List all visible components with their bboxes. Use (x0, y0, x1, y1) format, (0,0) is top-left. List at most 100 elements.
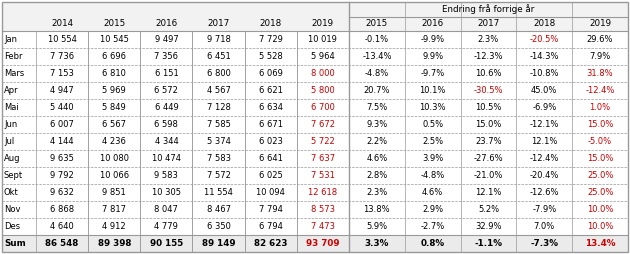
Text: -9.7%: -9.7% (421, 69, 445, 78)
Text: 6 567: 6 567 (102, 120, 126, 129)
Text: 9.9%: 9.9% (422, 52, 444, 61)
Text: Nov: Nov (4, 205, 21, 214)
Text: 2.2%: 2.2% (366, 137, 387, 146)
Text: 2.8%: 2.8% (366, 171, 387, 180)
Text: 3.9%: 3.9% (422, 154, 444, 163)
Text: 6 350: 6 350 (207, 222, 231, 231)
Text: 2017: 2017 (207, 19, 230, 28)
Text: -1.1%: -1.1% (474, 239, 503, 248)
Text: 5 964: 5 964 (311, 52, 335, 61)
Text: 82 623: 82 623 (254, 239, 287, 248)
Text: 7 585: 7 585 (207, 120, 231, 129)
Text: 5 440: 5 440 (50, 103, 74, 112)
Text: Okt: Okt (4, 188, 19, 197)
Text: -9.9%: -9.9% (421, 35, 445, 44)
Text: 3.3%: 3.3% (365, 239, 389, 248)
Text: 2019: 2019 (589, 19, 611, 28)
Text: 2.9%: 2.9% (422, 205, 444, 214)
Text: 20.7%: 20.7% (364, 86, 390, 95)
Text: Mai: Mai (4, 103, 19, 112)
Text: 6 634: 6 634 (259, 103, 283, 112)
Text: -21.0%: -21.0% (474, 171, 503, 180)
Text: 7.5%: 7.5% (366, 103, 387, 112)
Text: 23.7%: 23.7% (475, 137, 502, 146)
Text: 2.5%: 2.5% (422, 137, 444, 146)
Text: 7.0%: 7.0% (534, 222, 555, 231)
Text: 6 007: 6 007 (50, 120, 74, 129)
Text: 9.3%: 9.3% (366, 120, 387, 129)
Text: 8 573: 8 573 (311, 205, 335, 214)
Text: -5.0%: -5.0% (588, 137, 612, 146)
Text: 5 969: 5 969 (102, 86, 126, 95)
Text: 6 572: 6 572 (154, 86, 178, 95)
Text: -30.5%: -30.5% (474, 86, 503, 95)
Text: 8 000: 8 000 (311, 69, 335, 78)
Text: 7 729: 7 729 (259, 35, 283, 44)
Text: 25.0%: 25.0% (587, 171, 613, 180)
Text: 10 094: 10 094 (256, 188, 285, 197)
Text: 9 718: 9 718 (207, 35, 231, 44)
Text: 10 474: 10 474 (152, 154, 181, 163)
Text: 31.8%: 31.8% (587, 69, 614, 78)
Text: 89 398: 89 398 (98, 239, 131, 248)
Text: 4.6%: 4.6% (366, 154, 387, 163)
Text: 6 023: 6 023 (259, 137, 283, 146)
Text: 10.0%: 10.0% (587, 222, 613, 231)
Text: 2016: 2016 (421, 19, 444, 28)
Text: 4 640: 4 640 (50, 222, 74, 231)
Text: 2.3%: 2.3% (478, 35, 499, 44)
Text: 13.8%: 13.8% (364, 205, 390, 214)
Text: 10.5%: 10.5% (475, 103, 501, 112)
Text: -12.3%: -12.3% (474, 52, 503, 61)
Text: 6 069: 6 069 (259, 69, 283, 78)
Text: 2018: 2018 (533, 19, 556, 28)
Text: 90 155: 90 155 (150, 239, 183, 248)
Text: -20.4%: -20.4% (530, 171, 559, 180)
Text: 6 800: 6 800 (207, 69, 231, 78)
Text: -14.3%: -14.3% (530, 52, 559, 61)
Text: 2014: 2014 (51, 19, 73, 28)
Text: 6 449: 6 449 (154, 103, 178, 112)
Text: Mars: Mars (4, 69, 24, 78)
Text: -20.5%: -20.5% (530, 35, 559, 44)
Text: 10 545: 10 545 (100, 35, 129, 44)
Text: 86 548: 86 548 (45, 239, 79, 248)
Text: 7 473: 7 473 (311, 222, 335, 231)
Text: 11 554: 11 554 (204, 188, 233, 197)
Text: 10.3%: 10.3% (420, 103, 446, 112)
Text: 8 047: 8 047 (154, 205, 178, 214)
Text: -6.9%: -6.9% (532, 103, 556, 112)
Text: 7 672: 7 672 (311, 120, 335, 129)
Text: 5.9%: 5.9% (366, 222, 387, 231)
Text: 6 671: 6 671 (259, 120, 283, 129)
Text: 15.0%: 15.0% (587, 120, 613, 129)
Text: 2015: 2015 (103, 19, 125, 28)
Text: 9 497: 9 497 (154, 35, 178, 44)
Text: 4 779: 4 779 (154, 222, 178, 231)
Text: 13.4%: 13.4% (585, 239, 616, 248)
Text: 12.1%: 12.1% (531, 137, 558, 146)
Text: -2.7%: -2.7% (421, 222, 445, 231)
Text: 0.8%: 0.8% (421, 239, 445, 248)
Text: 93 709: 93 709 (306, 239, 340, 248)
Text: 32.9%: 32.9% (475, 222, 501, 231)
Text: Jan: Jan (4, 35, 17, 44)
Text: 10 019: 10 019 (309, 35, 337, 44)
Text: 6 451: 6 451 (207, 52, 231, 61)
Text: 7 153: 7 153 (50, 69, 74, 78)
Text: 15.0%: 15.0% (587, 154, 613, 163)
Text: 7 531: 7 531 (311, 171, 335, 180)
Text: 5 374: 5 374 (207, 137, 231, 146)
Text: Aug: Aug (4, 154, 21, 163)
Text: 4 344: 4 344 (154, 137, 178, 146)
Text: 7 356: 7 356 (154, 52, 178, 61)
Text: 1.0%: 1.0% (590, 103, 610, 112)
Text: 4 912: 4 912 (103, 222, 126, 231)
Text: 7 794: 7 794 (259, 205, 283, 214)
Text: 4.6%: 4.6% (422, 188, 444, 197)
Text: 7 817: 7 817 (102, 205, 126, 214)
Text: 89 149: 89 149 (202, 239, 235, 248)
Text: 7 736: 7 736 (50, 52, 74, 61)
Text: 6 696: 6 696 (102, 52, 126, 61)
Text: 2.3%: 2.3% (366, 188, 387, 197)
